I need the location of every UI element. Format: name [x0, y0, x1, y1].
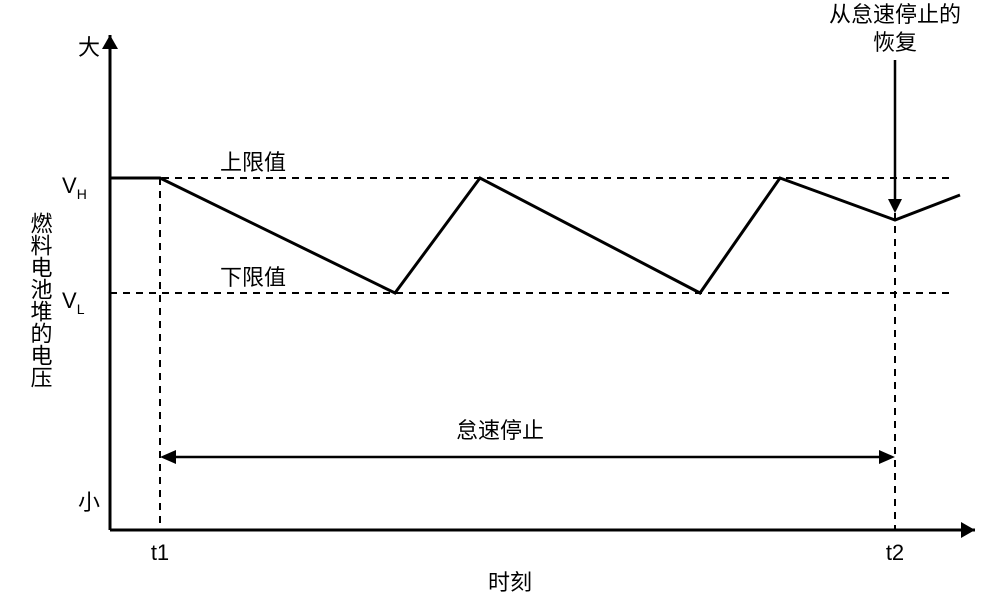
- vl-label: VL: [62, 288, 85, 317]
- y-top-label: 大: [78, 35, 100, 60]
- x-axis-arrow: [961, 522, 975, 538]
- t1-label: t1: [151, 540, 169, 565]
- recovery-arrow-head: [888, 199, 902, 213]
- upper-limit-label: 上限值: [220, 150, 286, 175]
- y-axis-title: 燃料电池堆的电压: [28, 212, 53, 388]
- idle-stop-arrow-right: [879, 450, 895, 464]
- recovery-text-2: 恢复: [873, 30, 917, 55]
- vh-label: VH: [62, 173, 87, 202]
- y-axis-arrow: [102, 35, 118, 49]
- t2-label: t2: [886, 540, 904, 565]
- x-axis-title: 时刻: [488, 570, 532, 595]
- idle-stop-arrow-left: [160, 450, 176, 464]
- lower-limit-label: 下限值: [220, 265, 286, 290]
- recovery-text-1: 从怠速停止的: [829, 2, 961, 27]
- idle-stop-label: 怠速停止: [456, 418, 544, 443]
- y-bottom-label: 小: [78, 490, 100, 515]
